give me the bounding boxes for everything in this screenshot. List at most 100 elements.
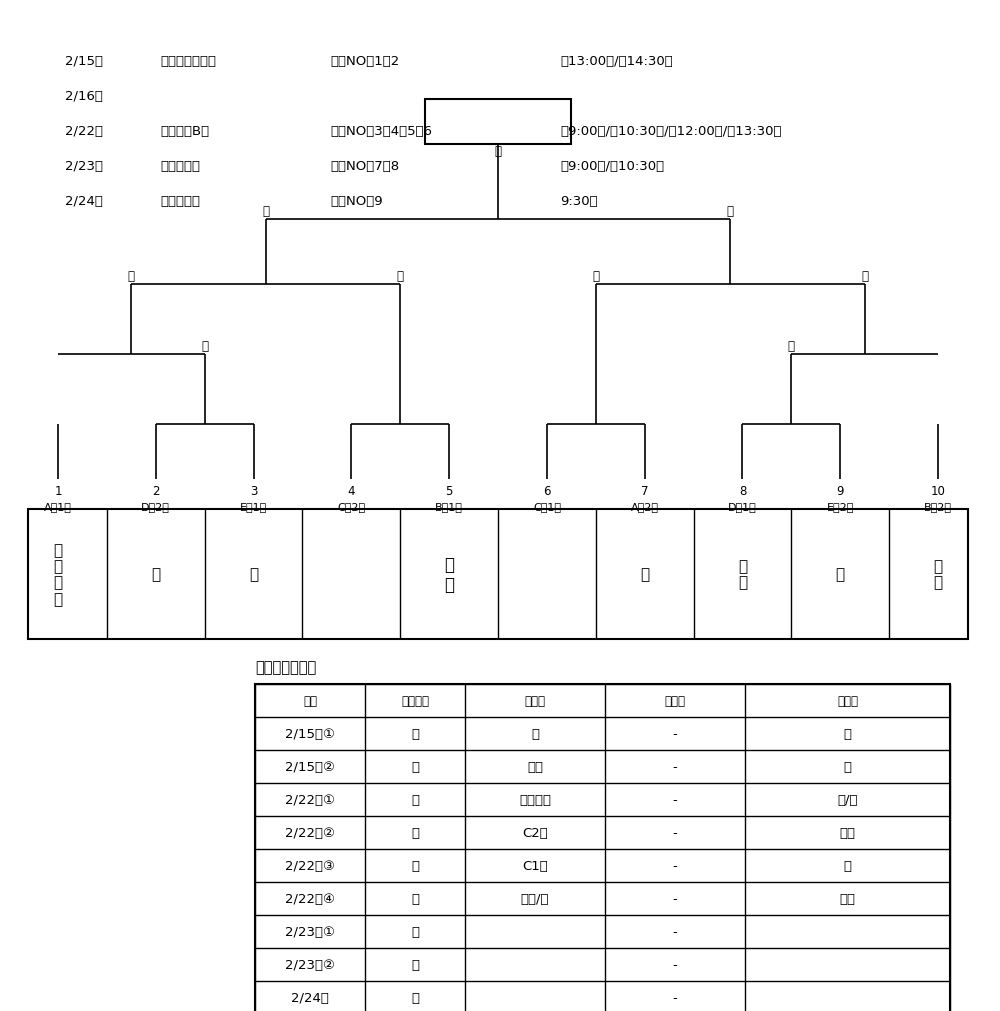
Text: 八: 八 [727, 205, 734, 217]
Text: 四: 四 [411, 826, 419, 839]
Text: 13:00～/14:30～: 13:00～/14:30～ [560, 55, 673, 68]
Text: 九: 九 [411, 991, 419, 1004]
Text: -: - [673, 991, 677, 1004]
Text: 泉: 泉 [836, 567, 845, 582]
Text: -: - [673, 727, 677, 740]
Text: 二: 二 [411, 760, 419, 773]
Text: 9:00～/10:30～/12:00～/13:30～: 9:00～/10:30～/12:00～/13:30～ [560, 125, 782, 137]
Text: 2: 2 [152, 484, 160, 497]
Text: 6: 6 [543, 484, 551, 497]
Bar [425, 100, 570, 145]
Text: 港
北: 港 北 [738, 559, 747, 590]
Text: B－1位: B－1位 [435, 501, 463, 512]
Text: 七: 七 [411, 925, 419, 938]
Text: 保土ヶ谷: 保土ヶ谷 [519, 794, 551, 806]
Text: -: - [673, 925, 677, 938]
Text: 四: 四 [397, 270, 404, 283]
Text: 六: 六 [861, 270, 868, 283]
Text: -: - [673, 794, 677, 806]
Text: 六: 六 [411, 892, 419, 905]
Text: 4: 4 [348, 484, 355, 497]
Text: 2/15土①: 2/15土① [285, 727, 335, 740]
Text: 2/23日: 2/23日 [65, 160, 103, 173]
Text: 九: 九 [494, 145, 501, 158]
Text: A－2位: A－2位 [631, 501, 659, 512]
Text: D－1位: D－1位 [728, 501, 757, 512]
Text: 三: 三 [128, 270, 135, 283]
Text: C－1位: C－1位 [533, 501, 561, 512]
Text: 2/24祝: 2/24祝 [65, 195, 103, 208]
Bar [255, 684, 950, 1011]
Text: 保
土
ヶ
谷: 保 土 ヶ 谷 [53, 543, 63, 607]
Text: -: - [673, 859, 677, 872]
Text: 2/16日: 2/16日 [65, 90, 103, 103]
Text: -: - [673, 760, 677, 773]
Text: 南: 南 [249, 567, 258, 582]
Text: B－2位: B－2位 [924, 501, 952, 512]
Bar [28, 510, 968, 639]
Text: 2/23日①: 2/23日① [285, 925, 335, 938]
Text: 2/24祝: 2/24祝 [291, 991, 329, 1004]
Text: 日程: 日程 [303, 695, 317, 708]
Text: 7: 7 [641, 484, 648, 497]
Text: 旭: 旭 [640, 567, 649, 582]
Text: 清水ヶ丘B面: 清水ヶ丘B面 [160, 125, 209, 137]
Text: 2/22土①: 2/22土① [285, 794, 335, 806]
Text: 2/15土: 2/15土 [65, 55, 103, 68]
Text: 2/22土③: 2/22土③ [285, 859, 335, 872]
Text: 戸
塚: 戸 塚 [933, 559, 943, 590]
Text: 場所　未定: 場所 未定 [160, 160, 200, 173]
Text: 3: 3 [250, 484, 257, 497]
Text: スコア: スコア [664, 695, 686, 708]
Text: 七: 七 [262, 205, 269, 217]
Text: E－1位: E－1位 [240, 501, 267, 512]
Text: 一: 一 [201, 340, 208, 353]
Text: 三: 三 [411, 794, 419, 806]
Text: 五: 五 [411, 859, 419, 872]
Text: C－2位: C－2位 [337, 501, 365, 512]
Text: -: - [673, 958, 677, 971]
Text: 栄: 栄 [151, 567, 160, 582]
Text: 9:30～: 9:30～ [560, 195, 598, 208]
Text: -: - [673, 892, 677, 905]
Text: 一塁側: 一塁側 [524, 695, 546, 708]
Text: 8: 8 [739, 484, 746, 497]
Text: 2/22土: 2/22土 [65, 125, 103, 137]
Text: 2/23日②: 2/23日② [285, 958, 335, 971]
Text: 試合NO、1、2: 試合NO、1、2 [330, 55, 399, 68]
Text: C1位: C1位 [522, 859, 548, 872]
Text: 2/15土②: 2/15土② [285, 760, 335, 773]
Text: 10: 10 [931, 484, 945, 497]
Text: 試合NO、3、4、5、6: 試合NO、3、4、5、6 [330, 125, 432, 137]
Text: C2位: C2位 [522, 826, 548, 839]
Text: 9:00～/10:30～: 9:00～/10:30～ [560, 160, 664, 173]
Text: 港北/泉: 港北/泉 [521, 892, 549, 905]
Text: 旭: 旭 [844, 859, 852, 872]
Text: -: - [673, 826, 677, 839]
Text: E－2位: E－2位 [827, 501, 854, 512]
Text: 2/22土②: 2/22土② [285, 826, 335, 839]
Text: 二: 二 [788, 340, 795, 353]
Text: 戸塚: 戸塚 [840, 892, 856, 905]
Text: 青
葉: 青 葉 [444, 556, 454, 593]
Text: 泉: 泉 [844, 760, 852, 773]
Text: 5: 5 [445, 484, 453, 497]
Text: 五: 五 [592, 270, 599, 283]
Text: 2/22土④: 2/22土④ [285, 892, 335, 905]
Text: 栄: 栄 [531, 727, 539, 740]
Text: 三塁側: 三塁側 [837, 695, 858, 708]
Text: 1: 1 [54, 484, 62, 497]
Text: 栄/南: 栄/南 [837, 794, 858, 806]
Text: 岸根公園野球場: 岸根公園野球場 [160, 55, 216, 68]
Text: 試合NO、7、8: 試合NO、7、8 [330, 160, 399, 173]
Text: 八: 八 [411, 958, 419, 971]
Text: A－1位: A－1位 [44, 501, 72, 512]
Text: D－2位: D－2位 [141, 501, 170, 512]
Text: 試合NO、9: 試合NO、9 [330, 195, 383, 208]
Text: 9: 9 [836, 484, 844, 497]
Text: 青葉: 青葉 [840, 826, 856, 839]
Text: 試合番号: 試合番号 [401, 695, 429, 708]
Text: 場所　未定: 場所 未定 [160, 195, 200, 208]
Text: 試合予定・結果: 試合予定・結果 [255, 659, 316, 674]
Text: 港北: 港北 [527, 760, 543, 773]
